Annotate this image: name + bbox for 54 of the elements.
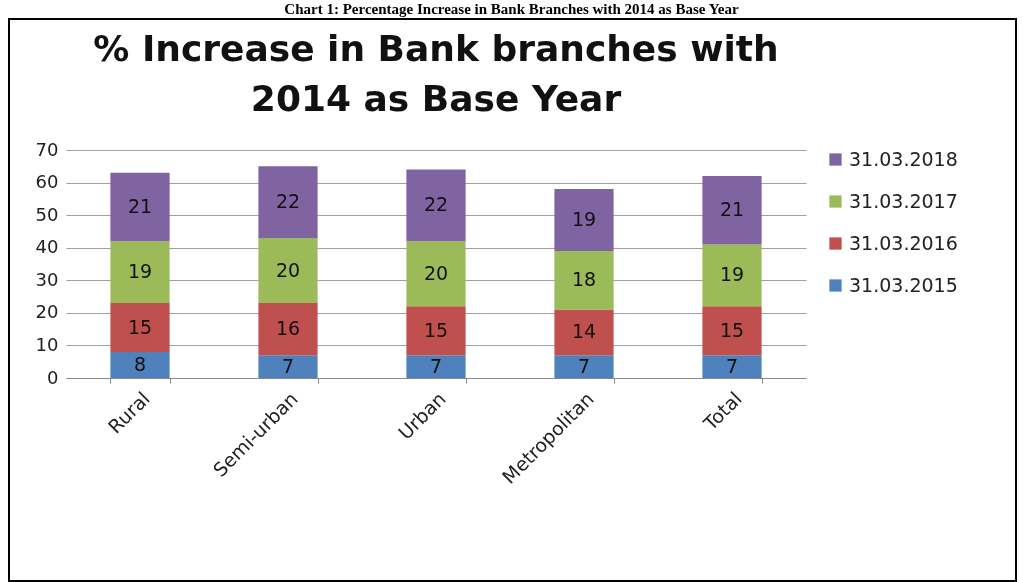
data-label: 22	[275, 190, 301, 213]
bar	[110, 303, 170, 352]
y-tick-label: 20	[35, 301, 59, 323]
data-label: 7	[725, 354, 739, 377]
bar	[554, 309, 614, 356]
y-tick-label: 40	[35, 236, 59, 258]
data-label: 19	[127, 260, 153, 283]
legend-label: 31.03.2016	[849, 231, 958, 254]
bar	[110, 241, 170, 304]
data-label: 15	[719, 318, 745, 341]
bar	[554, 189, 614, 251]
bar	[702, 176, 762, 245]
data-label: 14	[571, 320, 597, 343]
y-tick-label: 30	[35, 268, 59, 290]
data-label: 15	[127, 315, 153, 338]
bar	[702, 355, 762, 378]
bar	[702, 306, 762, 356]
bar	[110, 172, 170, 242]
legend-label: 31.03.2018	[849, 147, 958, 170]
data-label: 7	[281, 354, 295, 377]
bar	[258, 303, 318, 356]
data-label: 22	[423, 193, 449, 216]
bar	[406, 306, 466, 356]
data-label: 20	[423, 261, 449, 284]
y-tick-label: 60	[35, 171, 59, 193]
data-label: 8	[133, 352, 147, 375]
data-label: 19	[719, 263, 745, 286]
data-label: 16	[275, 317, 301, 340]
y-tick-label: 70	[35, 138, 59, 160]
bar	[258, 166, 318, 238]
y-tick-label: 0	[47, 366, 59, 388]
y-tick-label: 50	[35, 203, 59, 225]
data-label: 21	[719, 198, 745, 221]
y-tick-label: 10	[35, 333, 59, 355]
bar	[554, 355, 614, 378]
bar	[110, 351, 170, 378]
data-label: 7	[577, 354, 591, 377]
data-label: 7	[429, 354, 443, 377]
data-label: 18	[571, 268, 597, 291]
data-label: 19	[571, 208, 597, 231]
legend-label: 31.03.2015	[849, 273, 958, 296]
data-label: 15	[423, 318, 449, 341]
bar	[258, 355, 318, 378]
data-label: 20	[275, 258, 301, 281]
legend-label: 31.03.2017	[849, 189, 958, 212]
data-label: 21	[127, 195, 153, 217]
bar	[258, 237, 318, 304]
chart-title: % Increase in Bank branches with 2014 as Base Year	[93, 28, 779, 119]
bar	[406, 169, 466, 242]
bar	[406, 355, 466, 378]
bar	[702, 244, 762, 307]
caption: Chart 1: Percentage Increase in Bank Branches with 2014 as Base Year	[284, 1, 739, 17]
bar	[406, 241, 466, 307]
bar	[554, 250, 614, 310]
